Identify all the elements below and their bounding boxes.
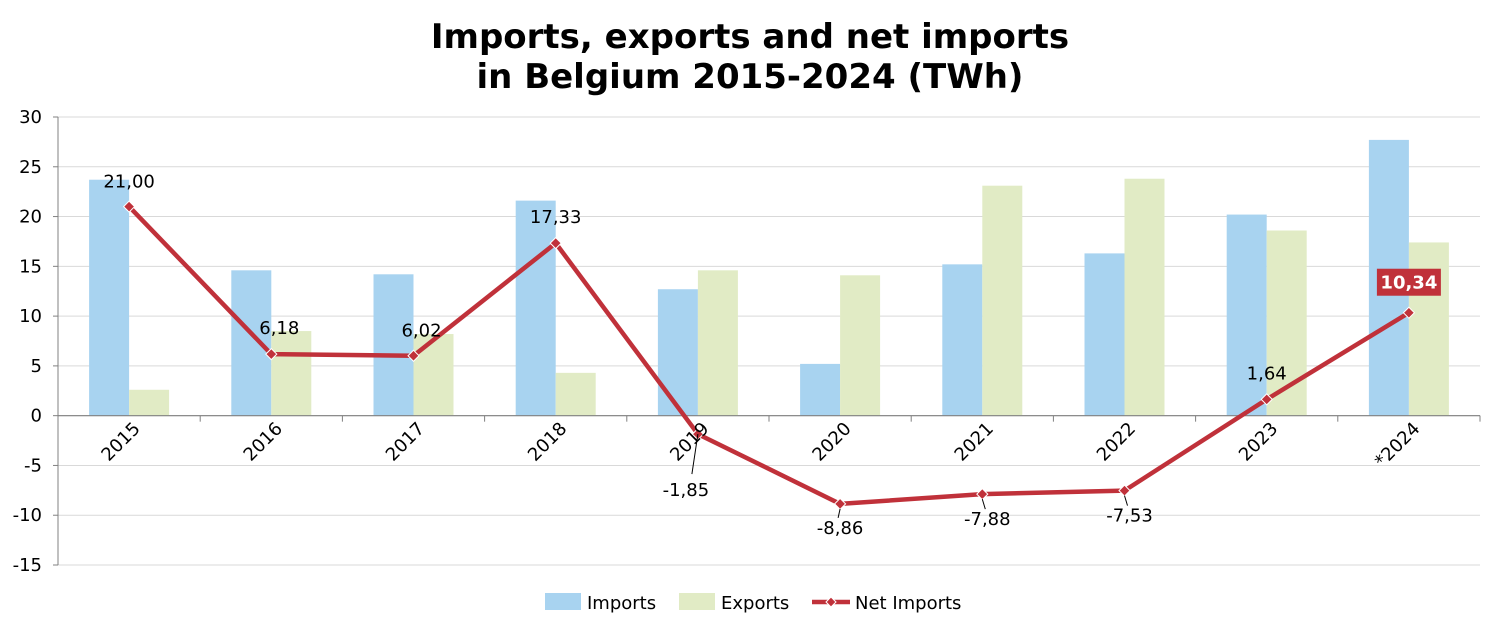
bar-exports (271, 331, 312, 416)
bar-exports (840, 275, 881, 416)
net-imports-marker (549, 236, 562, 250)
bar-imports (800, 363, 841, 416)
bar-exports (1124, 178, 1165, 416)
leader-line (1124, 495, 1128, 506)
bar-imports (89, 179, 130, 416)
leader-line (691, 434, 699, 475)
y-tick-label: 5 (31, 356, 42, 377)
x-tick-label: 2020 (808, 418, 855, 465)
legend-marker-net-imports (825, 596, 837, 608)
y-tick-label: -5 (24, 455, 42, 476)
bar-imports (657, 289, 698, 416)
y-tick-label: 30 (19, 107, 42, 128)
y-tick-label: 15 (19, 256, 42, 277)
x-tick-label: 2021 (951, 418, 998, 465)
data-label: -8,86 (817, 518, 864, 539)
net-imports-marker (122, 200, 136, 213)
x-tick-label: 2016 (240, 418, 287, 465)
x-tick-label: 2017 (382, 418, 429, 465)
x-tick-label: *2024 (1371, 418, 1425, 472)
bar-imports (1084, 253, 1125, 416)
y-axis-ticks: 30 25 20 15 10 5 0 -5 -10 -15 (13, 107, 42, 576)
bar-imports (1226, 214, 1267, 416)
data-label: 6,18 (259, 318, 299, 339)
bar-exports (413, 334, 454, 416)
y-tick-label: -10 (13, 505, 42, 526)
x-tick-label: 2015 (97, 418, 144, 465)
net-imports-marker (1260, 393, 1273, 406)
data-label: 6,02 (401, 321, 441, 342)
net-imports-marker (976, 487, 989, 501)
data-label: 17,33 (530, 207, 582, 228)
x-tick-label: 2022 (1093, 418, 1140, 465)
leader-line (981, 498, 986, 510)
bar-imports (515, 200, 556, 416)
data-labels: 21,00 6,18 6,02 17,33 -1,85 -8,86 -7,88 -7,53 1,… (103, 172, 1441, 539)
bar-exports (1408, 242, 1449, 416)
data-label: 21,00 (103, 172, 155, 193)
net-imports-line (122, 200, 1416, 511)
bar-imports (942, 264, 983, 416)
data-label: -7,88 (964, 509, 1011, 530)
legend: Imports Exports Net Imports (545, 593, 961, 614)
bar-exports (555, 372, 596, 416)
legend-swatch-imports (545, 593, 581, 610)
bar-exports (129, 389, 170, 416)
legend-label-imports: Imports (587, 593, 656, 614)
leader-line (837, 508, 841, 518)
net-imports-marker (1402, 306, 1416, 319)
legend-label-exports: Exports (721, 593, 789, 614)
bar-exports (697, 270, 738, 416)
legend-label-net-imports: Net Imports (855, 593, 961, 614)
chart-title-line-2: in Belgium 2015-2024 (TWh) (477, 57, 1024, 97)
y-tick-label: 20 (19, 207, 42, 228)
bars (89, 139, 1449, 416)
data-label: -1,85 (663, 480, 710, 501)
bar-exports (982, 185, 1023, 416)
legend-swatch-exports (679, 593, 715, 610)
highlight-label-bg (1376, 268, 1441, 296)
y-tick-label: 0 (31, 406, 42, 427)
data-label: -7,53 (1106, 506, 1153, 527)
y-tick-label: 25 (19, 157, 42, 178)
data-label: 10,34 (1380, 273, 1437, 294)
y-tick-label: 10 (19, 306, 42, 327)
bar-imports (231, 270, 272, 416)
data-label: 1,64 (1247, 363, 1287, 384)
net-imports-marker (407, 349, 420, 362)
net-imports-polyline (127, 205, 1411, 507)
x-tick-label: 2023 (1235, 418, 1282, 465)
bar-imports (373, 274, 414, 416)
x-tick-label: 2018 (524, 418, 571, 465)
y-tick-label: -15 (13, 555, 42, 576)
net-imports-marker (265, 347, 278, 361)
chart-title-line-1: Imports, exports and net imports (431, 17, 1069, 57)
